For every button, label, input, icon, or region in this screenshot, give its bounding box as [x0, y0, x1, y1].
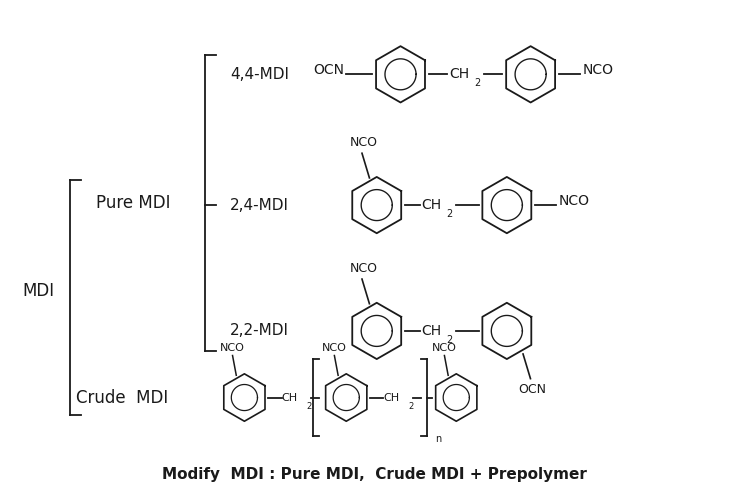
- Text: NCO: NCO: [220, 343, 245, 353]
- Text: OCN: OCN: [313, 63, 344, 77]
- Text: NCO: NCO: [559, 194, 590, 208]
- Text: CH: CH: [422, 324, 441, 338]
- Text: NCO: NCO: [351, 261, 378, 275]
- Text: 2,2-MDI: 2,2-MDI: [230, 323, 289, 338]
- Text: 4,4-MDI: 4,4-MDI: [230, 67, 289, 82]
- Text: Modify  MDI : Pure MDI,  Crude MDI + Prepolymer: Modify MDI : Pure MDI, Crude MDI + Prepo…: [162, 467, 587, 482]
- Text: 2: 2: [475, 78, 481, 88]
- Text: 2: 2: [446, 335, 453, 345]
- Text: CH: CH: [449, 67, 470, 81]
- Text: Crude  MDI: Crude MDI: [76, 389, 168, 407]
- Text: NCO: NCO: [351, 136, 378, 149]
- Text: 2,4-MDI: 2,4-MDI: [230, 198, 289, 213]
- Text: 2: 2: [446, 209, 453, 219]
- Text: CH: CH: [383, 393, 399, 403]
- Text: NCO: NCO: [432, 343, 457, 353]
- Text: OCN: OCN: [519, 383, 547, 396]
- Text: CH: CH: [422, 198, 441, 212]
- Text: NCO: NCO: [322, 343, 347, 353]
- Text: NCO: NCO: [583, 63, 613, 77]
- Text: n: n: [435, 434, 442, 444]
- Text: Pure MDI: Pure MDI: [96, 194, 170, 212]
- Text: 2: 2: [307, 402, 312, 411]
- Text: MDI: MDI: [22, 282, 55, 300]
- Text: 2: 2: [409, 402, 414, 411]
- Text: CH: CH: [282, 393, 297, 403]
